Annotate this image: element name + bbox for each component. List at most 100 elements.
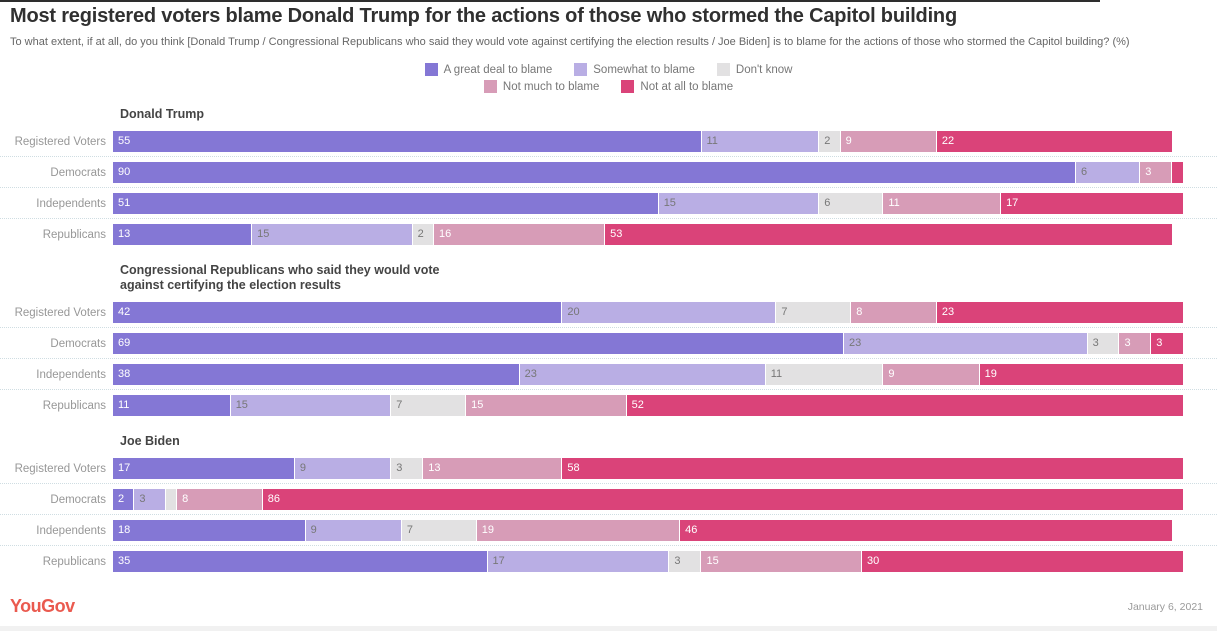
bar-segment-not-much: 16	[433, 224, 606, 245]
bar-value-label: 15	[471, 399, 484, 411]
bar-segment-great-deal: 2	[113, 489, 135, 510]
bar-row: Republicans 13 15 2 16 53	[0, 219, 1217, 249]
legend-label: Somewhat to blame	[593, 63, 695, 76]
bar-segment-dont-know: 3	[1087, 333, 1120, 354]
bar-segment-not-at-all: 52	[626, 395, 1183, 416]
scrollbar-track[interactable]	[0, 626, 1217, 631]
bar-segment-not-at-all: 17	[1001, 193, 1183, 214]
legend-item-not-much: Not much to blame	[483, 80, 600, 93]
bar-segment-not-at-all: 58	[562, 458, 1183, 479]
bar-segment-not-much: 19	[476, 520, 681, 541]
legend-swatch-not-at-all	[621, 80, 635, 93]
bar-value-label: 16	[438, 228, 452, 240]
bar-value-label: 17	[118, 462, 131, 474]
legend-swatch-not-much	[483, 80, 497, 93]
bar-value-label: 35	[118, 555, 131, 567]
bar-track: 17 9 3 13 58	[113, 458, 1183, 479]
row-label: Independents	[36, 197, 106, 210]
bar-segment-not-much: 9	[883, 364, 980, 385]
bar-value-label: 3	[1145, 166, 1152, 178]
bar-segment-somewhat: 11	[701, 131, 820, 152]
legend-item-great-deal: A great deal to blame	[424, 63, 552, 76]
bar-value-label: 19	[481, 524, 495, 536]
bar-track: 51 15 6 11 17	[113, 193, 1183, 214]
bar-segment-great-deal: 13	[113, 224, 253, 245]
bar-value-label: 90	[118, 166, 131, 178]
row-label: Republicans	[42, 555, 106, 568]
bar-segment-somewhat: 20	[562, 302, 777, 323]
bar-row: Democrats 2 3 8 86	[0, 484, 1217, 515]
bar-value-label: 6	[824, 197, 831, 209]
bar-value-label: 86	[267, 493, 281, 505]
bar-segment-somewhat: 3	[134, 489, 167, 510]
bar-segment-great-deal: 18	[113, 520, 306, 541]
bar-row: Independents 38 23 11 9 19	[0, 359, 1217, 390]
bar-segment-not-much: 3	[1119, 333, 1152, 354]
group-title: Joe Biden	[120, 434, 180, 448]
bar-segment-great-deal: 17	[113, 458, 295, 479]
bar-segment-not-at-all: 22	[936, 131, 1173, 152]
chart-group: Donald Trump Registered Voters 55 11 2 9 22 Dem…	[0, 107, 1217, 249]
bar-segment-not-at-all	[1172, 162, 1183, 183]
bar-row: Registered Voters 42 20 7 8 23	[0, 297, 1217, 328]
group-title: Congressional Republicans who said they …	[120, 263, 440, 292]
bar-value-label: 9	[888, 368, 895, 380]
bar-value-label: 11	[770, 368, 783, 380]
bar-segment-not-much: 8	[177, 489, 263, 510]
bar-segment-somewhat: 9	[294, 458, 392, 479]
bar-segment-somewhat: 15	[252, 224, 413, 245]
bar-value-label: 11	[706, 135, 718, 147]
bar-value-label: 15	[663, 197, 676, 209]
bar-segment-somewhat: 23	[843, 333, 1088, 354]
bar-track: 90 6 3	[113, 162, 1183, 183]
bar-value-label: 53	[610, 228, 623, 240]
yougov-logo[interactable]: YouGov	[10, 596, 75, 616]
row-label: Democrats	[50, 493, 106, 506]
bar-row: Republicans 11 15 7 15 52	[0, 390, 1217, 420]
bar-segment-not-at-all: 3	[1151, 333, 1183, 354]
bar-segment-not-at-all: 19	[979, 364, 1183, 385]
bar-segment-great-deal: 35	[113, 551, 488, 572]
top-border	[0, 0, 1100, 2]
bar-segment-not-much: 15	[466, 395, 627, 416]
bar-value-label: 15	[257, 228, 270, 240]
bar-track: 35 17 3 15 30	[113, 551, 1183, 572]
chart-group: Joe Biden Registered Voters 17 9 3 13 58 Democr…	[0, 434, 1217, 576]
legend-label: Not at all to blame	[640, 80, 734, 93]
bar-value-label: 30	[866, 555, 880, 567]
bar-segment-somewhat: 6	[1076, 162, 1141, 183]
bar-track: 55 11 2 9 22	[113, 131, 1183, 152]
bar-segment-not-much: 11	[883, 193, 1002, 214]
row-label: Republicans	[42, 399, 106, 412]
bar-segment-somewhat: 15	[230, 395, 392, 416]
bar-segment-great-deal: 69	[113, 333, 844, 354]
legend-label: Not much to blame	[502, 80, 600, 93]
bar-value-label: 20	[567, 306, 580, 318]
row-label: Registered Voters	[14, 135, 106, 148]
bar-value-label: 46	[685, 524, 698, 536]
bar-segment-dont-know: 11	[765, 364, 884, 385]
bar-value-label: 15	[235, 399, 248, 411]
bar-value-label: 52	[631, 399, 644, 411]
bar-segment-not-much: 15	[701, 551, 862, 572]
bar-track: 13 15 2 16 53	[113, 224, 1183, 245]
bar-segment-not-at-all: 30	[861, 551, 1183, 572]
bar-segment-great-deal: 38	[113, 364, 520, 385]
group-title: Donald Trump	[120, 107, 205, 121]
bar-value-label: 2	[417, 228, 424, 240]
bar-segment-not-much: 3	[1140, 162, 1173, 183]
bar-segment-great-deal: 51	[113, 193, 659, 214]
legend-line: A great deal to blame Somewhat to blame Do…	[0, 61, 1217, 78]
row-label: Democrats	[50, 166, 106, 179]
bar-segment-not-at-all: 53	[605, 224, 1173, 245]
bar-segment-not-much: 13	[423, 458, 563, 479]
chart-date: January 6, 2021	[1127, 600, 1203, 613]
bar-segment-somewhat: 15	[658, 193, 820, 214]
bar-segment-not-at-all: 46	[680, 520, 1173, 541]
bar-segment-not-much: 8	[851, 302, 937, 323]
legend-item-dont-know: Don't know	[716, 63, 793, 76]
bar-value-label: 58	[567, 462, 580, 474]
legend-label: Don't know	[735, 63, 793, 76]
bar-value-label: 3	[139, 493, 146, 505]
bar-row: Independents 18 9 7 19 46	[0, 515, 1217, 546]
